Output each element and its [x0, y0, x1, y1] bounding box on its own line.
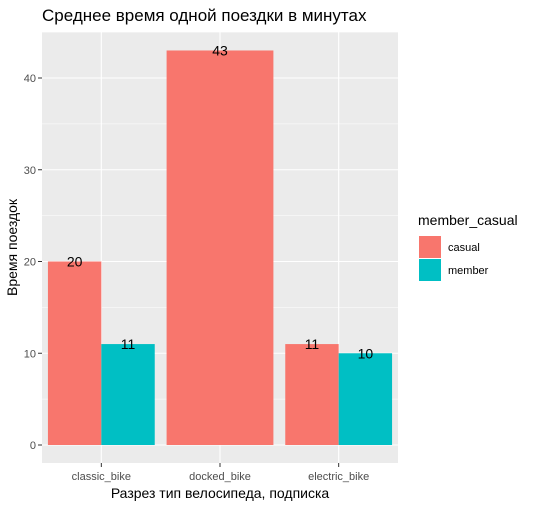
legend-label: member	[448, 265, 489, 277]
x-axis: classic_bike docked_bike electric_bike	[72, 463, 369, 483]
y-tick-label: 20	[24, 257, 36, 269]
legend-key-casual	[419, 236, 441, 258]
bar-classic_bike-member	[101, 344, 155, 445]
y-tick-label: 30	[24, 165, 36, 177]
y-tick-label: 40	[24, 73, 36, 85]
bar-electric_bike-member	[338, 353, 393, 445]
data-label: 20	[67, 254, 83, 270]
bar-docked_bike-casual	[166, 50, 274, 445]
x-axis-title: Разрез тип велосипеда, подписка	[111, 485, 330, 501]
legend-title: member_casual	[418, 212, 518, 228]
data-label: 11	[305, 336, 320, 352]
y-axis: 0 10 20 30 40	[24, 73, 42, 452]
bar-electric_bike-casual	[285, 344, 339, 445]
chart-title: Среднее время одной поездки в минутах	[42, 6, 367, 25]
data-label: 43	[212, 42, 228, 58]
x-tick-label: docked_bike	[189, 471, 251, 483]
data-label: 11	[121, 336, 136, 352]
legend: member_casual casual member	[418, 212, 518, 281]
legend-key-member	[419, 259, 441, 281]
bar-classic_bike-casual	[47, 261, 102, 445]
bars	[47, 50, 393, 445]
data-labels: 20 11 43 11 10	[67, 42, 374, 361]
y-tick-label: 0	[30, 440, 36, 452]
y-axis-title: Время поездок	[4, 198, 20, 296]
legend-label: casual	[448, 242, 480, 254]
y-tick-label: 10	[24, 348, 36, 360]
x-tick-label: classic_bike	[72, 471, 131, 483]
x-tick-label: electric_bike	[308, 471, 369, 483]
data-label: 10	[358, 345, 374, 361]
